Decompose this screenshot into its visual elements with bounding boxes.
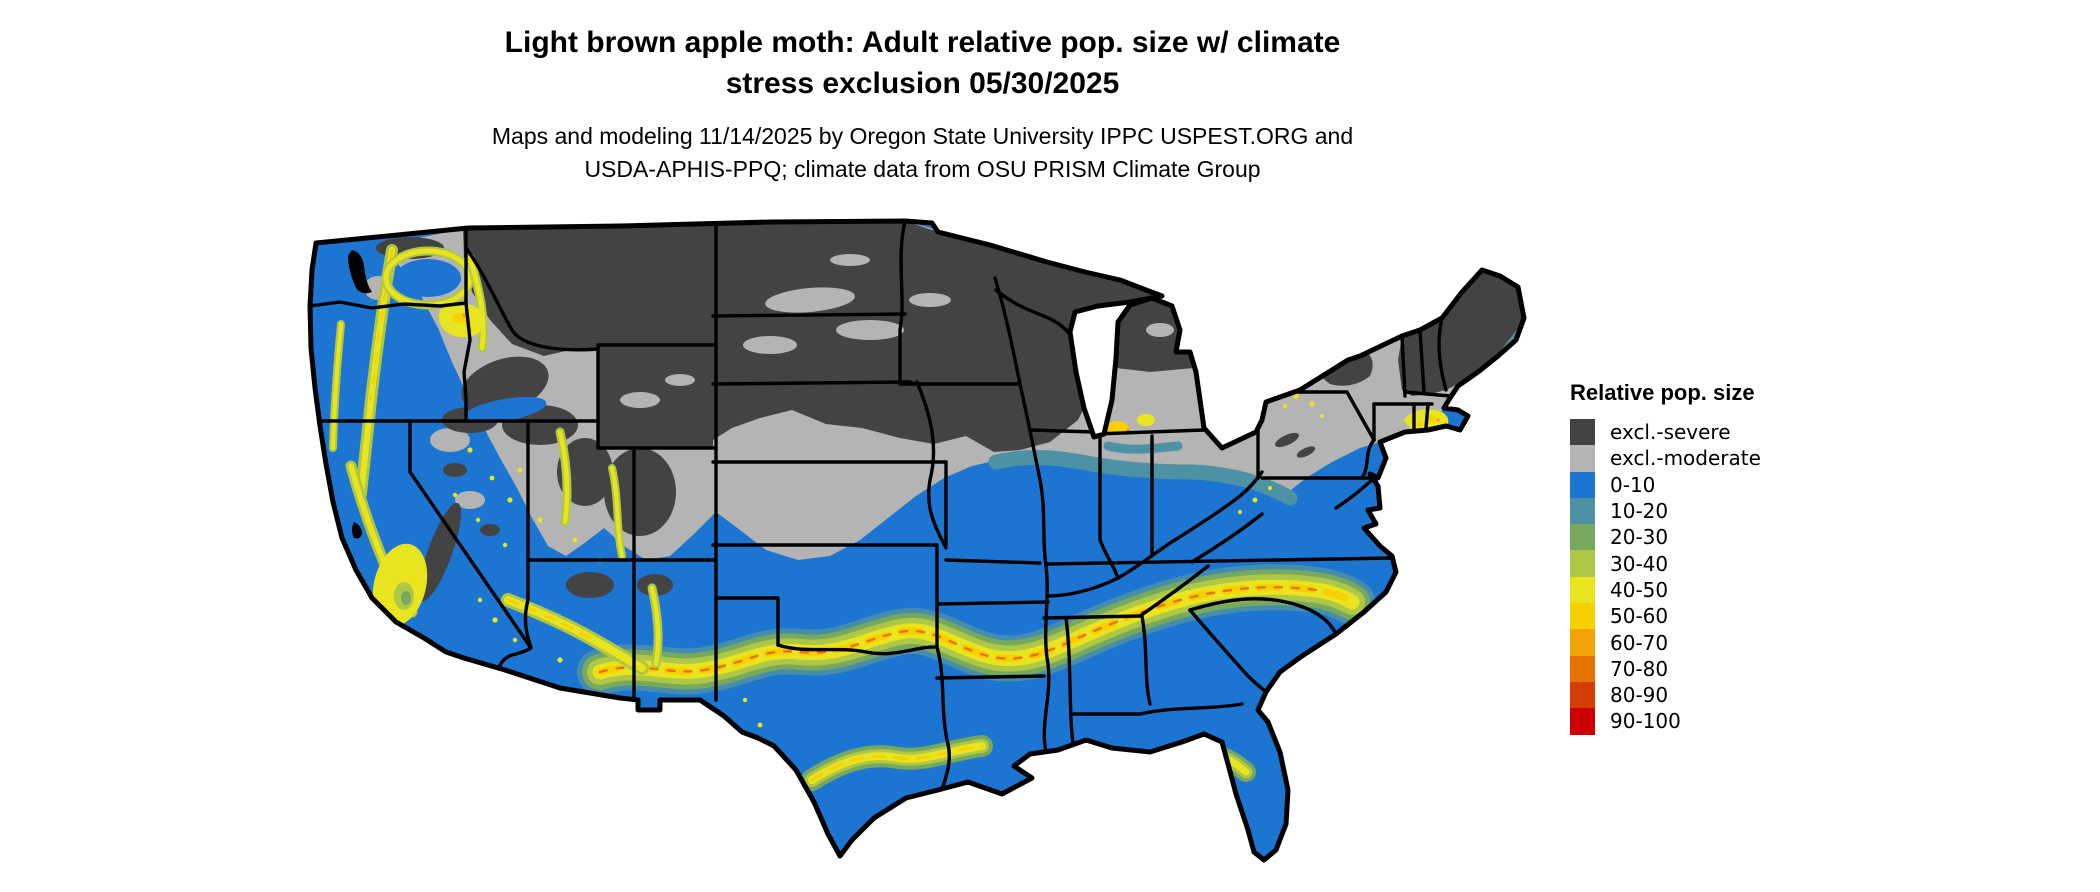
legend-swatch xyxy=(1570,471,1595,498)
legend-swatch xyxy=(1570,681,1595,709)
legend-item: 70-80 xyxy=(1570,655,1761,682)
legend-label: 90-100 xyxy=(1610,709,1681,734)
legend-swatch xyxy=(1570,524,1595,551)
legend-item: 60-70 xyxy=(1570,629,1761,656)
legend-item: 50-60 xyxy=(1570,603,1761,630)
legend-label: 10-20 xyxy=(1610,499,1669,524)
legend-title: Relative pop. size xyxy=(1570,380,1755,405)
legend-swatch xyxy=(1570,603,1595,630)
legend-label: 70-80 xyxy=(1610,656,1669,681)
legend-swatch xyxy=(1570,445,1595,472)
population-bands xyxy=(329,244,1375,791)
map-title-line2: stress exclusion 05/30/2025 xyxy=(725,67,1120,100)
legend-swatch xyxy=(1570,419,1595,446)
map-subtitle: Maps and modeling 11/14/2025 by Oregon S… xyxy=(315,120,1530,186)
legend-label: 30-40 xyxy=(1610,551,1669,576)
legend-label: excl.-severe xyxy=(1610,420,1731,445)
legend-label: 40-50 xyxy=(1610,577,1669,602)
legend-item: 90-100 xyxy=(1570,708,1761,735)
legend-swatch xyxy=(1570,576,1595,604)
legend-label: excl.-moderate xyxy=(1610,446,1761,471)
legend-item: 30-40 xyxy=(1570,550,1761,577)
legend: Relative pop. size excl.-severe excl.-mo… xyxy=(1570,380,1761,735)
excl-moderate-patches xyxy=(620,254,1174,408)
map-title: Light brown apple moth: Adult relative p… xyxy=(315,22,1530,104)
legend-swatch xyxy=(1570,497,1595,525)
legend-swatch xyxy=(1570,708,1595,735)
legend-item: 0-10 xyxy=(1570,471,1761,498)
header: Light brown apple moth: Adult relative p… xyxy=(315,22,1530,186)
legend-label: 80-90 xyxy=(1610,683,1669,708)
map-subtitle-line1: Maps and modeling 11/14/2025 by Oregon S… xyxy=(491,123,1354,149)
state-borders xyxy=(310,221,1452,792)
legend-swatch xyxy=(1570,550,1595,577)
legend-swatch xyxy=(1570,655,1595,682)
coastal-inlets xyxy=(348,250,372,539)
legend-swatch xyxy=(1570,629,1595,656)
legend-item: 10-20 xyxy=(1570,497,1761,525)
legend-item: excl.-moderate xyxy=(1570,445,1761,472)
map-subtitle-line2: USDA-APHIS-PPQ; climate data from OSU PR… xyxy=(584,156,1261,182)
legend-item: excl.-severe xyxy=(1570,419,1761,446)
legend-item: 20-30 xyxy=(1570,524,1761,551)
legend-label: 20-30 xyxy=(1610,525,1669,550)
blue-pockets xyxy=(395,259,547,424)
map-title-line1: Light brown apple moth: Adult relative p… xyxy=(504,26,1341,59)
legend-item: 80-90 xyxy=(1570,681,1761,709)
legend-item: 40-50 xyxy=(1570,576,1761,604)
legend-label: 50-60 xyxy=(1610,604,1669,629)
legend-items: excl.-severe excl.-moderate 0-10 10-20 2… xyxy=(1570,419,1761,735)
legend-label: 0-10 xyxy=(1610,472,1656,497)
legend-label: 60-70 xyxy=(1610,630,1669,655)
